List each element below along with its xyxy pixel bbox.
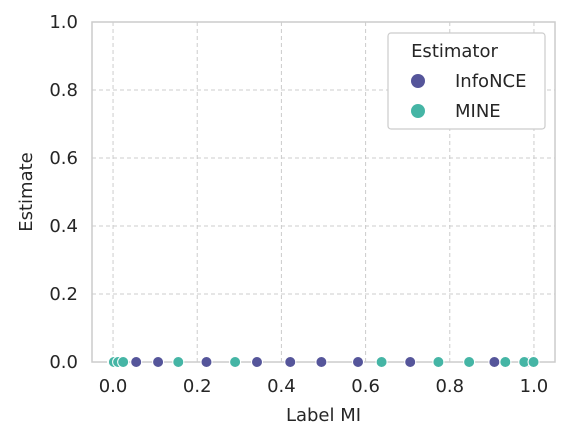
y-axis-label: Estimate [16,152,37,232]
legend-marker-mine [411,104,425,118]
y-tick-label: 0.0 [49,352,78,373]
data-point-mine [172,356,185,368]
data-point-infonce [152,356,165,368]
y-tick-label: 0.8 [49,80,78,101]
x-tick-label: 0.4 [267,376,296,397]
x-tick-label: 0.0 [99,376,128,397]
data-point-mine [527,356,540,368]
data-point-mine [463,356,476,368]
legend-label-infonce: InfoNCE [455,71,526,92]
x-tick-label: 0.2 [183,376,212,397]
data-point-infonce [315,356,328,368]
data-point-infonce [130,356,143,368]
data-points [107,356,540,368]
y-tick-label: 0.4 [49,216,78,237]
legend: Estimator InfoNCE MINE [387,32,546,130]
y-tick-label: 0.6 [49,148,78,169]
data-point-mine [432,356,445,368]
x-tick-label: 1.0 [520,376,549,397]
legend-items: InfoNCE MINE [411,71,526,122]
data-point-infonce [352,356,365,368]
legend-label-mine: MINE [455,101,501,122]
data-point-mine [375,356,388,368]
data-point-infonce [250,356,263,368]
legend-marker-infonce [411,74,425,88]
axis-ticks: 0.0 0.2 0.4 0.6 0.8 1.0 0.0 0.2 0.4 0.6 0.8 1.0 [49,12,548,397]
data-point-infonce [200,356,213,368]
legend-box [387,32,546,130]
data-point-mine [229,356,242,368]
data-point-mine [117,356,130,368]
x-tick-label: 0.6 [351,376,380,397]
x-axis-label: Label MI [286,405,361,426]
data-point-infonce [404,356,417,368]
data-point-infonce [488,356,501,368]
data-point-infonce [284,356,297,368]
y-tick-label: 1.0 [49,12,78,33]
legend-title: Estimator [411,41,498,62]
x-tick-label: 0.8 [435,376,464,397]
y-tick-label: 0.2 [49,284,78,305]
data-point-mine [499,356,512,368]
